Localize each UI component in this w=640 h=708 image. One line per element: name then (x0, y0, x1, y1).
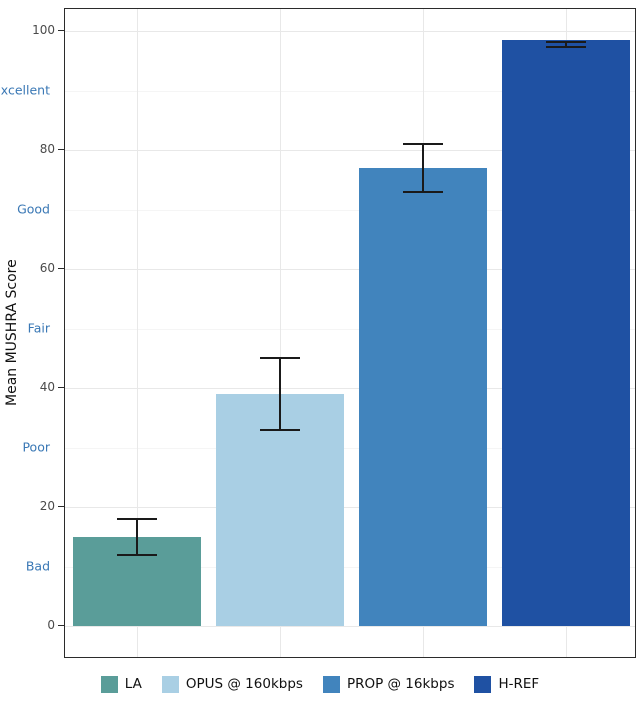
gridline-major (65, 269, 635, 270)
quality-label-excellent: Excellent (0, 82, 50, 97)
error-bar-cap (545, 41, 586, 44)
y-tick-label: 80 (39, 142, 55, 156)
legend-item: PROP @ 16kbps (322, 675, 455, 693)
legend-item: OPUS @ 160kbps (161, 675, 303, 693)
gridline-vertical (279, 9, 281, 657)
y-axis-title: Mean MUSHRA Score (4, 259, 20, 407)
legend-label: H-REF (498, 676, 540, 692)
y-tick-mark (58, 625, 64, 626)
gridline-major (65, 388, 635, 389)
gridline-minor (65, 447, 635, 449)
y-tick-mark (58, 387, 64, 388)
gridline-minor (65, 209, 635, 211)
gridline-major (65, 150, 635, 151)
legend-label: PROP @ 16kbps (346, 676, 455, 692)
error-bar-cap (402, 143, 443, 146)
legend-label: OPUS @ 160kbps (185, 676, 303, 692)
plot-panel (64, 8, 636, 658)
gridline-minor (65, 328, 635, 330)
quality-label-bad: Bad (25, 558, 50, 573)
error-bar-cap (402, 190, 443, 193)
legend-swatch (322, 675, 340, 693)
error-bar-cap (259, 357, 300, 360)
error-bar (278, 358, 281, 430)
gridline-major (65, 507, 635, 508)
y-tick-mark (58, 30, 64, 31)
y-tick-label: 20 (39, 499, 55, 513)
error-bar (135, 518, 138, 555)
error-bar-cap (259, 428, 300, 431)
legend-swatch (161, 675, 179, 693)
quality-label-poor: Poor (22, 439, 50, 454)
error-bar-cap (116, 517, 157, 520)
legend: LA OPUS @ 160kbps PROP @ 16kbps H-REF (0, 666, 640, 702)
gridline-minor (65, 566, 635, 568)
error-bar-cap (116, 553, 157, 556)
y-tick-mark (58, 149, 64, 150)
gridline-major (65, 31, 635, 32)
quality-label-good: Good (17, 201, 50, 216)
y-tick-label: 40 (39, 380, 55, 394)
y-tick-label: 0 (47, 618, 55, 632)
error-bar-cap (545, 46, 586, 49)
gridline-major (65, 626, 635, 627)
gridline-vertical (136, 9, 138, 657)
legend-swatch (100, 675, 118, 693)
legend-swatch (474, 675, 492, 693)
legend-item: H-REF (474, 675, 540, 693)
y-tick-label: 60 (39, 261, 55, 275)
error-bar (421, 144, 424, 192)
gridline-minor (65, 90, 635, 92)
legend-item: LA (100, 675, 142, 693)
bar (358, 167, 487, 626)
quality-label-fair: Fair (27, 320, 50, 335)
y-tick-label: 100 (32, 23, 55, 37)
y-tick-mark (58, 506, 64, 507)
bar (215, 393, 344, 626)
error-bar (564, 42, 567, 48)
bar (501, 39, 630, 626)
y-tick-mark (58, 268, 64, 269)
legend-label: LA (124, 676, 142, 692)
